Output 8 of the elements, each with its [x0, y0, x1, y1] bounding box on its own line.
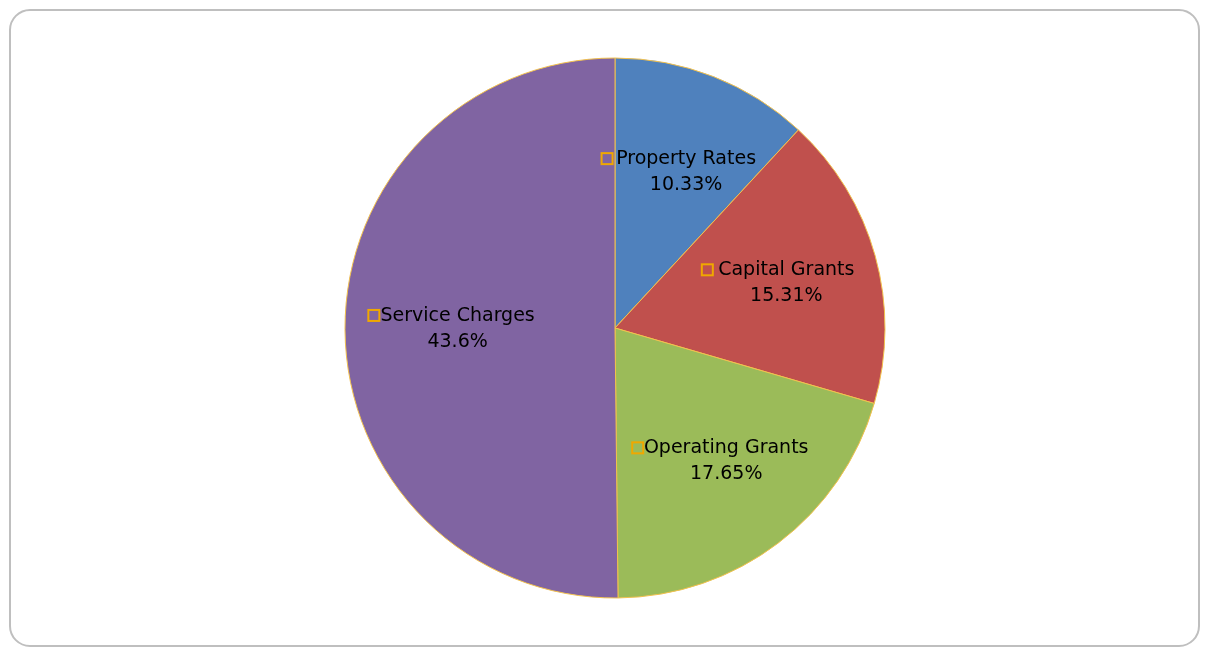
data-label: 15.31%: [750, 283, 823, 306]
slice-label: Service Charges: [380, 302, 535, 325]
slice-label: Operating Grants: [643, 435, 809, 458]
data-label: 10.33%: [649, 172, 723, 195]
slice-label: Capital Grants: [718, 257, 855, 280]
slice-label: Property Rates: [616, 146, 757, 169]
data-label: 43.6%: [427, 328, 488, 351]
data-label: 17.65%: [690, 461, 763, 484]
